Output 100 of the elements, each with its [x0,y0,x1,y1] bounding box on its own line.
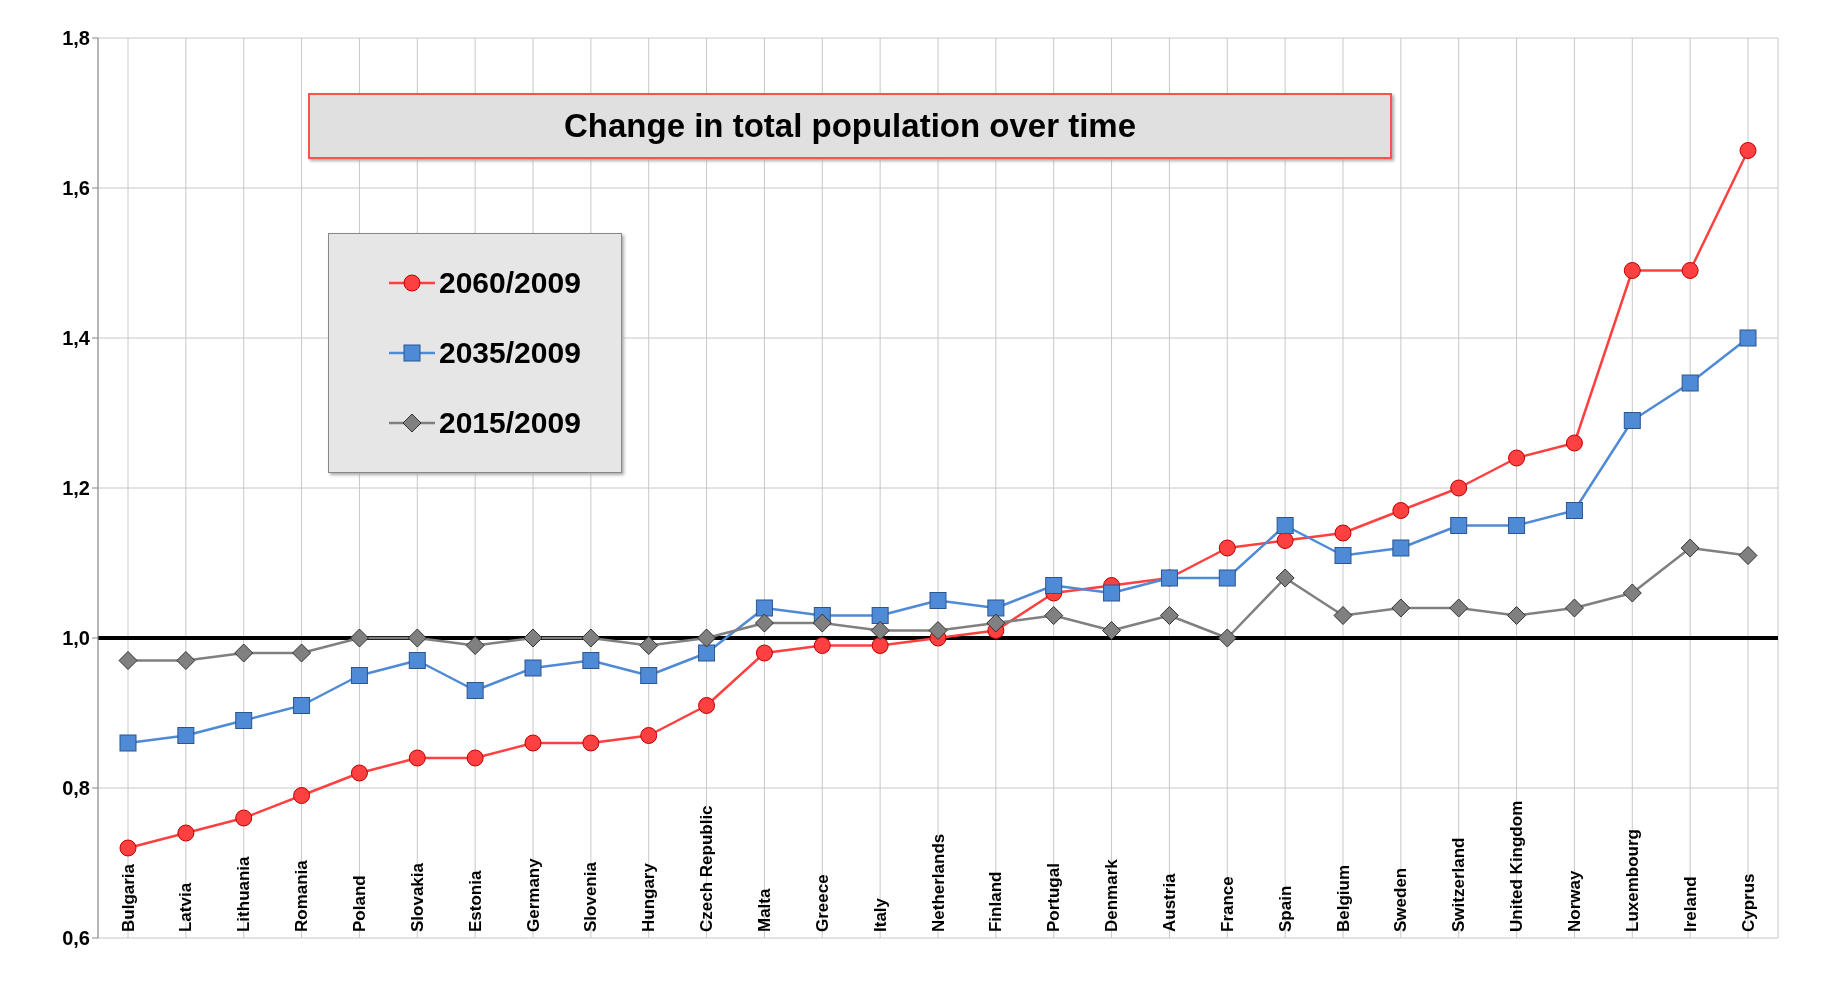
point [1508,449,1526,467]
point [466,682,484,699]
legend-label: 2035/2009 [438,335,581,371]
point [408,749,426,767]
point [1159,606,1179,625]
point [697,628,717,648]
point [1450,517,1468,534]
point [523,628,543,648]
point [640,727,658,744]
point [813,637,831,654]
y-tick-label: 1,8 [62,27,90,50]
point [929,592,947,609]
point [1507,606,1527,625]
point [1739,329,1757,347]
point [870,621,890,640]
point [1392,539,1410,557]
point [1334,524,1352,542]
y-tick-label: 0,8 [62,777,90,800]
point [408,652,426,669]
point [1391,598,1411,618]
point [1333,606,1353,625]
x-tick-label: Estonia [465,870,485,932]
point [1739,142,1757,159]
point [293,697,311,714]
point [1564,598,1584,618]
x-tick-label: Luxembourg [1622,829,1642,932]
x-tick-label: Slovenia [581,861,601,932]
point [755,599,773,617]
point [582,734,600,752]
x-tick-label: Switzerland [1449,837,1469,932]
point [292,643,312,663]
x-tick-label: Germany [523,857,543,932]
point [465,636,485,655]
y-tick-label: 1,6 [62,177,90,200]
point [1680,538,1700,558]
point [235,712,253,729]
x-tick-label: Netherlands [928,833,948,932]
point [698,697,716,714]
point [1622,583,1642,603]
point [1217,628,1237,648]
point [581,628,601,648]
point [1334,547,1352,564]
point [350,667,368,684]
point [754,613,774,633]
x-tick-label: Belgium [1333,864,1353,932]
point [177,727,195,744]
point [871,637,889,654]
y-tick-label: 0,6 [62,927,90,950]
point [1276,517,1294,534]
x-tick-label: Latvia [176,882,196,932]
x-tick-label: Portugal [1044,863,1064,932]
point [1103,584,1121,602]
x-tick-label: Spain [1275,885,1295,932]
x-tick-label: Austria [1159,872,1179,932]
point [1681,262,1699,279]
point [235,809,253,827]
x-tick-label: Cyprus [1738,873,1758,932]
point [1623,262,1641,279]
point [234,643,254,663]
point [1565,434,1583,452]
x-tick-label: Hungary [639,862,659,932]
point [812,613,832,633]
legend-label: 2060/2009 [438,265,581,301]
y-tick-label: 1,4 [62,327,91,350]
x-tick-label: Sweden [1391,867,1411,932]
point [639,636,659,655]
point [1449,598,1469,618]
x-tick-label: Italy [870,897,890,932]
point [119,734,137,752]
point [1275,568,1295,588]
legend-label: 2015/2009 [438,405,581,441]
x-tick-label: Norway [1564,870,1584,932]
point [987,599,1005,617]
point [350,764,368,782]
point [118,651,138,670]
point [349,628,369,648]
point [524,659,542,677]
point [640,667,658,684]
point [1392,502,1410,519]
x-tick-label: Bulgaria [118,863,138,932]
point [1508,517,1526,534]
point [1738,546,1758,565]
point [176,651,196,670]
point [1045,577,1063,594]
point [1565,502,1583,519]
x-tick-label: United Kingdom [1507,800,1527,932]
x-tick-label: Slovakia [407,862,427,932]
point [1450,479,1468,497]
point [755,644,773,662]
x-tick-label: Greece [812,874,832,932]
point [293,787,311,804]
point [407,628,427,648]
y-tick-label: 1,2 [62,477,90,500]
point [1276,532,1294,549]
point [698,644,716,662]
x-tick-label: Czech Republic [697,805,717,932]
point [582,652,600,669]
x-tick-label: Romania [292,859,312,932]
point [1102,621,1122,640]
point [1044,606,1064,625]
